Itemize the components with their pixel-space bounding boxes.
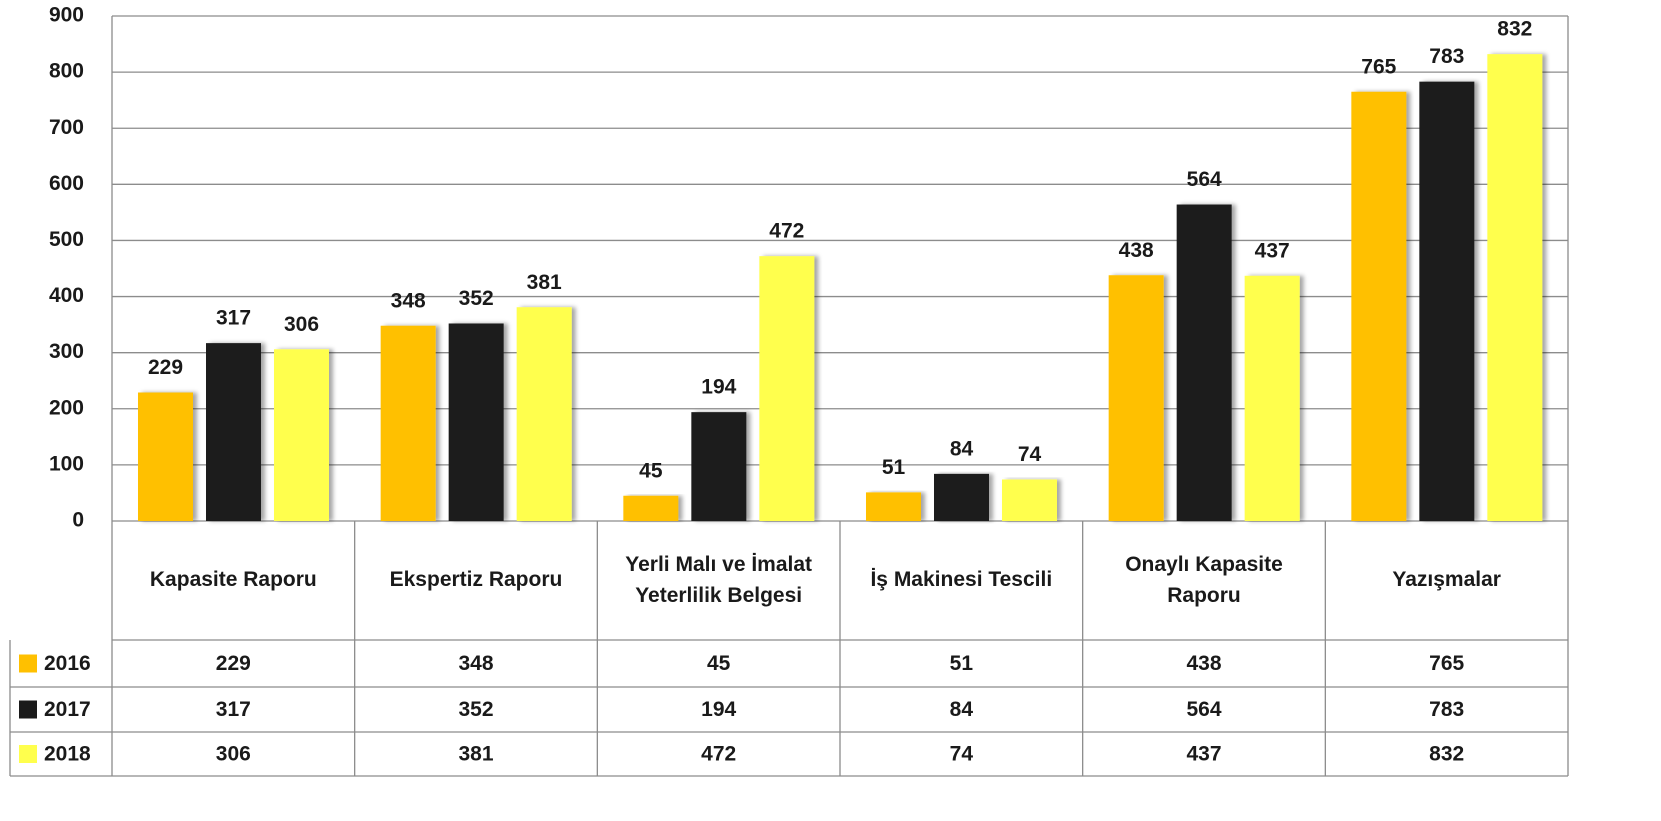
bar	[866, 492, 921, 521]
y-tick-label: 500	[49, 228, 84, 251]
data-label: 472	[769, 220, 804, 243]
table-value: 306	[216, 743, 251, 766]
category-label: Onaylı Kapasite Raporu	[1125, 553, 1283, 607]
data-label: 84	[950, 437, 974, 460]
table-value: 84	[950, 698, 974, 721]
y-tick-label: 0	[72, 509, 84, 532]
data-label: 381	[527, 271, 562, 294]
data-label: 348	[391, 289, 426, 312]
bar	[274, 349, 329, 521]
bar	[759, 256, 815, 521]
category-label: Kapasite Raporu	[149, 568, 317, 592]
table-value: 317	[216, 698, 251, 721]
data-label: 74	[1018, 443, 1042, 466]
data-label: 765	[1361, 55, 1396, 78]
legend-key	[19, 700, 37, 719]
data-label: 352	[459, 287, 494, 310]
table-value: 194	[701, 698, 736, 721]
category-label: Yerli Malı ve İmalat Yeterlilik Belgesi	[625, 553, 813, 607]
y-tick-label: 200	[49, 396, 84, 419]
bar	[691, 412, 747, 521]
table-value: 74	[950, 743, 974, 766]
bar	[1244, 275, 1300, 521]
legend-label: 2018	[44, 743, 91, 766]
bar	[623, 495, 679, 521]
legend-label: 2016	[44, 652, 91, 675]
y-tick-label: 600	[49, 172, 84, 195]
table-value: 765	[1429, 652, 1464, 675]
data-label: 832	[1497, 18, 1532, 41]
y-tick-label: 400	[49, 284, 84, 307]
data-label: 51	[882, 456, 906, 479]
y-tick-label: 300	[49, 340, 84, 363]
table-value: 348	[458, 652, 493, 675]
data-label: 194	[701, 376, 736, 399]
table-value: 51	[950, 652, 974, 675]
bar	[138, 392, 193, 521]
legend-label: 2017	[44, 698, 91, 721]
y-tick-label: 100	[49, 452, 84, 475]
table-value: 437	[1186, 743, 1221, 766]
y-tick-label: 800	[49, 60, 84, 83]
bar	[516, 307, 572, 521]
table-value: 564	[1186, 698, 1221, 721]
bar	[380, 325, 436, 521]
bar	[934, 473, 989, 521]
y-tick-label: 900	[49, 4, 84, 27]
bar	[1108, 275, 1164, 521]
table-value: 832	[1429, 743, 1464, 766]
bar	[206, 343, 261, 521]
bar	[1487, 54, 1543, 522]
data-label: 306	[284, 313, 319, 336]
legend-key	[19, 745, 37, 763]
data-label: 229	[148, 356, 183, 379]
table-value: 45	[707, 652, 731, 675]
y-tick-label: 700	[49, 116, 84, 139]
table-value: 438	[1186, 652, 1221, 675]
bar	[1176, 204, 1232, 522]
category-label: Ekspertiz Raporu	[389, 568, 563, 592]
table-value: 352	[458, 698, 493, 721]
data-label: 783	[1429, 45, 1464, 68]
table-value: 783	[1429, 698, 1464, 721]
category-label: İş Makinesi Tescili	[870, 568, 1053, 592]
table-value: 229	[216, 652, 251, 675]
bar	[1351, 91, 1407, 521]
data-label: 317	[216, 307, 251, 330]
table-value: 472	[701, 743, 736, 766]
category-label: Yazışmalar	[1392, 568, 1501, 592]
legend-key	[19, 654, 37, 673]
bar	[448, 323, 504, 521]
bar	[1419, 81, 1475, 522]
bar	[1002, 479, 1057, 521]
data-label: 438	[1119, 239, 1154, 262]
data-label: 45	[639, 459, 663, 482]
data-label: 564	[1187, 168, 1222, 191]
data-label: 437	[1255, 239, 1290, 262]
table-value: 381	[458, 743, 493, 766]
